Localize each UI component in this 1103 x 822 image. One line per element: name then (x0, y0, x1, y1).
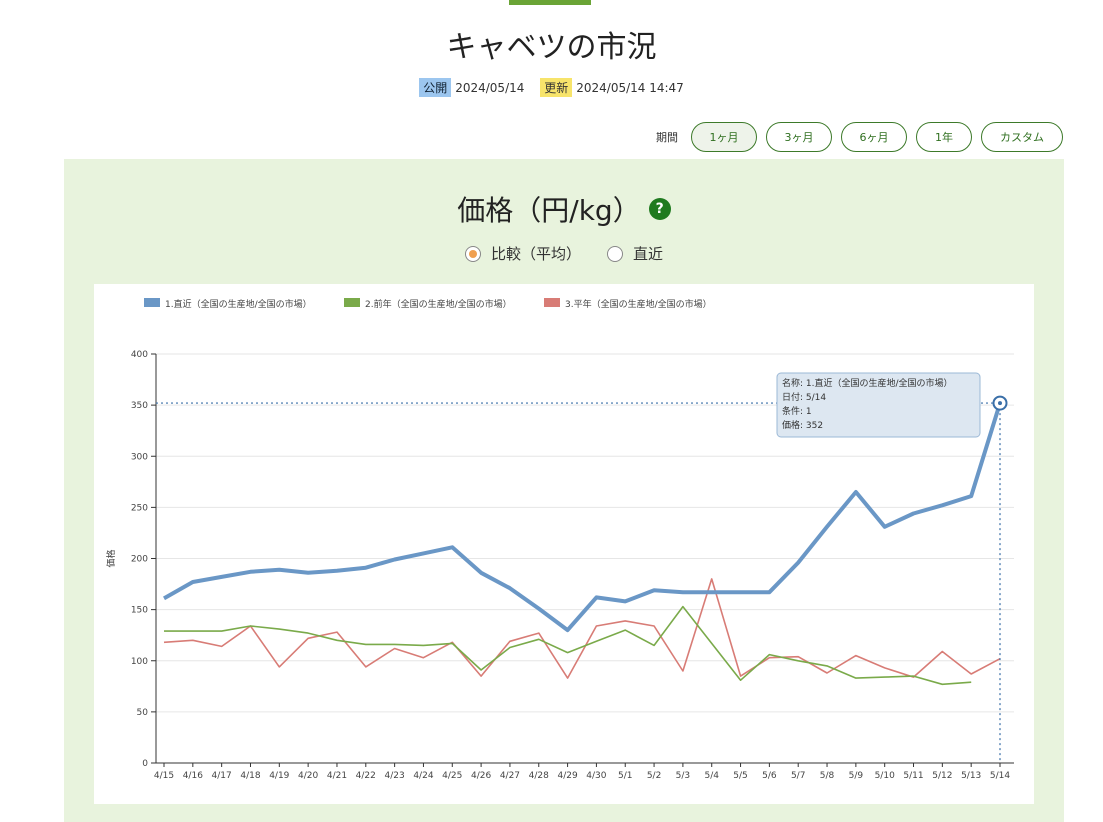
published-badge: 公開 (419, 78, 452, 97)
updated-badge: 更新 (540, 78, 573, 97)
x-tick-label: 4/23 (385, 771, 405, 781)
highlight-point (998, 401, 1002, 406)
x-tick-label: 5/12 (932, 771, 952, 781)
compare-radio-group: 比較（平均） 直近 (64, 243, 1064, 264)
x-tick-label: 4/27 (500, 771, 520, 781)
x-tick-label: 5/14 (990, 771, 1010, 781)
x-tick-label: 5/13 (961, 771, 981, 781)
y-axis-label: 価格 (105, 549, 117, 567)
radio-unchecked-icon (607, 245, 623, 262)
y-tick-label: 0 (142, 759, 148, 769)
price-line-chart[interactable]: 1.直近（全国の生産地/全国の市場） 2.前年（全国の生産地/全国の市場） 3.平年… (94, 284, 1034, 804)
period-selector: 期間 1ヶ月 3ヶ月 6ヶ月 1年 カスタム (656, 122, 1063, 152)
period-3-months-button[interactable]: 3ヶ月 (766, 122, 832, 152)
period-1-year-button[interactable]: 1年 (916, 122, 972, 152)
panel-title-text: 価格（円/kg） (457, 194, 641, 227)
x-tick-label: 5/1 (618, 771, 632, 781)
x-tick-label: 4/18 (240, 771, 260, 781)
price-panel: 価格（円/kg）? 比較（平均） 直近 1.直近（全国の生産地/全国の市場） 2.… (64, 159, 1064, 822)
radio-recent-label: 直近 (633, 245, 664, 263)
page-meta: 公開 2024/05/14 更新 2024/05/14 14:47 (0, 78, 1103, 97)
y-tick-label: 200 (131, 555, 148, 565)
legend-label-2: 2.前年（全国の生産地/全国の市場） (365, 298, 512, 310)
x-tick-label: 4/29 (557, 771, 577, 781)
tooltip-box (776, 372, 981, 438)
x-tick-label: 5/4 (704, 771, 719, 781)
x-tick-label: 4/22 (356, 771, 376, 781)
x-tick-label: 4/25 (442, 771, 462, 781)
y-tick-label: 50 (137, 708, 149, 718)
x-tick-label: 4/17 (212, 771, 232, 781)
legend-label-3: 3.平年（全国の生産地/全国の市場） (565, 298, 712, 310)
period-label: 期間 (656, 131, 678, 144)
page-title: キャベツの市況 (446, 30, 657, 65)
x-tick-label: 4/19 (269, 771, 289, 781)
x-tick-label: 5/6 (762, 771, 777, 781)
y-tick-label: 300 (131, 452, 148, 462)
x-tick-label: 4/21 (327, 771, 347, 781)
x-tick-label: 4/28 (529, 771, 549, 781)
radio-compare-average[interactable]: 比較（平均） (464, 243, 581, 264)
chart-container: 1.直近（全国の生産地/全国の市場） 2.前年（全国の生産地/全国の市場） 3.平年… (94, 284, 1034, 804)
tooltip-line3: 条件: 1 (782, 405, 812, 417)
x-tick-label: 5/8 (820, 771, 835, 781)
tooltip-line4: 価格: 352 (782, 419, 823, 431)
period-6-months-button[interactable]: 6ヶ月 (841, 122, 907, 152)
y-tick-label: 400 (131, 350, 148, 360)
radio-checked-icon (464, 245, 481, 262)
series-line-2 (164, 605, 972, 686)
x-tick-label: 5/2 (647, 771, 661, 781)
series-line-3 (163, 578, 1001, 679)
legend-swatch-1 (144, 298, 160, 307)
x-tick-label: 5/9 (849, 771, 864, 781)
period-custom-button[interactable]: カスタム (981, 122, 1063, 152)
period-1-month-button[interactable]: 1ヶ月 (691, 122, 757, 152)
y-tick-label: 100 (131, 657, 148, 667)
x-tick-label: 4/15 (154, 771, 174, 781)
x-tick-label: 4/20 (298, 771, 318, 781)
x-tick-label: 4/16 (183, 771, 203, 781)
x-tick-label: 4/30 (586, 771, 606, 781)
x-tick-label: 5/11 (903, 771, 923, 781)
radio-compare-label: 比較（平均） (490, 245, 581, 263)
x-tick-label: 5/5 (733, 771, 747, 781)
x-tick-label: 4/26 (471, 771, 491, 781)
legend-label-1: 1.直近（全国の生産地/全国の市場） (165, 298, 312, 310)
x-tick-label: 5/10 (875, 771, 895, 781)
x-tick-label: 5/3 (676, 771, 690, 781)
y-tick-label: 350 (131, 401, 148, 411)
help-icon[interactable]: ? (648, 198, 671, 220)
series-line-1 (163, 402, 1002, 633)
radio-recent[interactable]: 直近 (607, 243, 663, 264)
panel-title: 価格（円/kg）? (64, 189, 1064, 229)
published-date: 2024/05/14 (455, 81, 525, 95)
updated-date: 2024/05/14 14:47 (576, 81, 684, 95)
y-tick-label: 150 (131, 606, 148, 616)
legend-swatch-3 (544, 298, 560, 307)
x-tick-label: 5/7 (791, 771, 805, 781)
legend-swatch-2 (344, 298, 360, 307)
tooltip-line2: 日付: 5/14 (782, 392, 826, 403)
header-accent-bar (509, 0, 591, 5)
x-tick-label: 4/24 (413, 771, 433, 781)
tooltip-line1: 名称: 1.直近（全国の生産地/全国の市場） (782, 377, 953, 389)
y-tick-label: 250 (131, 503, 148, 513)
